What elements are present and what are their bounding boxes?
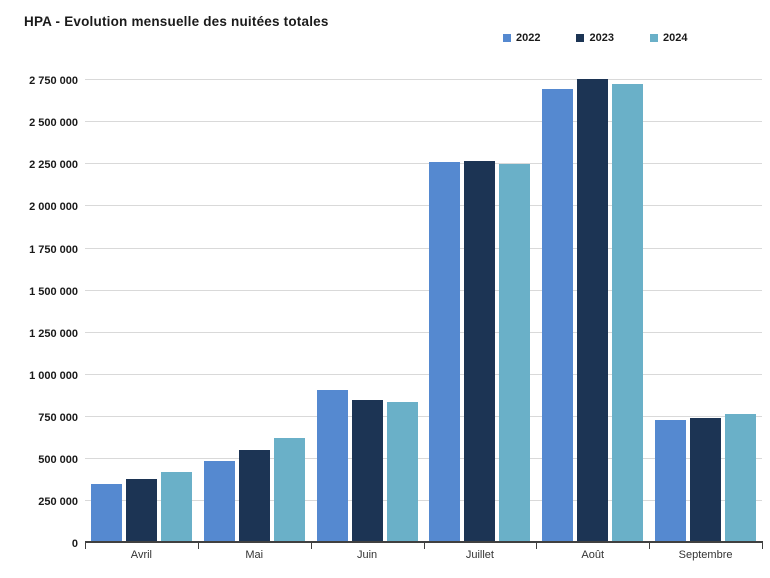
gridline — [85, 415, 762, 417]
legend: 2022 2023 2024 — [503, 32, 687, 44]
legend-swatch-2023-icon — [576, 34, 585, 42]
bar-2023-août — [577, 78, 609, 543]
x-category-label-juin: Juin — [356, 549, 378, 561]
x-category-label-août: Août — [581, 549, 605, 561]
plot-area — [85, 60, 762, 543]
chart-title: HPA - Evolution mensuelle des nuitées to… — [24, 14, 329, 29]
gridline — [85, 121, 762, 123]
bar-group-avril — [85, 472, 198, 543]
bar-2024-août — [612, 83, 644, 543]
x-category-label-mai: Mai — [245, 549, 264, 561]
x-category-label-septembre: Septembre — [678, 549, 733, 561]
bar-group-mai — [198, 437, 311, 543]
y-tick-label: 250 000 — [38, 495, 78, 508]
legend-label-2023: 2023 — [589, 32, 614, 44]
y-tick-label: 1 750 000 — [29, 243, 78, 256]
bar-2023-septembre — [690, 418, 722, 543]
y-tick-label: 2 250 000 — [29, 159, 78, 172]
bars-container — [85, 60, 762, 543]
gridline — [85, 457, 762, 459]
bar-2024-mai — [273, 437, 305, 543]
bar-2024-juin — [386, 401, 418, 543]
x-axis-tick — [649, 543, 651, 549]
y-tick-label: 500 000 — [38, 453, 78, 466]
x-axis-line — [85, 541, 763, 543]
y-tick-label: 0 — [71, 538, 78, 550]
bar-group-août — [536, 78, 649, 543]
gridline — [85, 205, 762, 207]
x-category-label-avril: Avril — [130, 549, 153, 561]
legend-swatch-2022-icon — [503, 34, 511, 42]
legend-item-2024: 2024 — [649, 32, 688, 44]
y-tick-label: 2 750 000 — [29, 75, 78, 88]
x-category-label-juillet: Juillet — [465, 549, 494, 561]
legend-label-2024: 2024 — [662, 32, 688, 44]
bar-2024-avril — [160, 472, 192, 543]
y-axis-labels: 0 250 000 500 000 750 000 1 000 000 1 250 000… — [0, 60, 78, 550]
gridline — [85, 331, 762, 333]
y-tick-label: 1 000 000 — [29, 369, 78, 382]
x-axis-tick — [310, 543, 312, 549]
bar-2024-juillet — [499, 164, 531, 543]
gridline — [85, 163, 762, 165]
bar-2023-avril — [125, 479, 157, 543]
bar-group-juin — [311, 389, 424, 543]
bar-2023-juillet — [464, 160, 496, 543]
gridline — [85, 79, 762, 81]
bar-group-septembre — [649, 414, 762, 543]
x-axis-tick — [536, 543, 538, 549]
y-tick-label: 2 500 000 — [29, 117, 78, 130]
legend-swatch-2024-icon — [649, 34, 658, 42]
bar-2022-juillet — [429, 161, 461, 543]
bar-2024-septembre — [725, 414, 757, 543]
x-axis-tick — [85, 543, 86, 549]
y-tick-label: 1 500 000 — [29, 285, 78, 298]
bar-2022-juin — [316, 389, 348, 543]
x-axis-labels: Avril Mai Juin Juillet Août Septembre — [85, 549, 762, 569]
y-tick-label: 750 000 — [38, 411, 78, 424]
gridline — [85, 247, 762, 249]
bar-group-juillet — [423, 160, 536, 543]
legend-label-2022: 2022 — [516, 32, 541, 44]
bar-2022-septembre — [655, 420, 687, 543]
bar-2022-mai — [203, 460, 235, 543]
bar-2023-juin — [351, 399, 383, 543]
gridline — [85, 289, 762, 291]
x-axis-tick — [762, 543, 763, 549]
bar-2022-août — [542, 88, 574, 543]
legend-item-2022: 2022 — [503, 32, 540, 44]
x-axis-tick — [197, 543, 199, 549]
bar-2022-avril — [90, 484, 122, 543]
bar-2023-mai — [238, 450, 270, 543]
legend-item-2023: 2023 — [576, 32, 614, 44]
y-tick-label: 2 000 000 — [29, 201, 78, 214]
gridline — [85, 373, 762, 375]
x-axis-tick — [423, 543, 425, 549]
gridline — [85, 499, 762, 501]
y-tick-label: 1 250 000 — [29, 327, 78, 340]
